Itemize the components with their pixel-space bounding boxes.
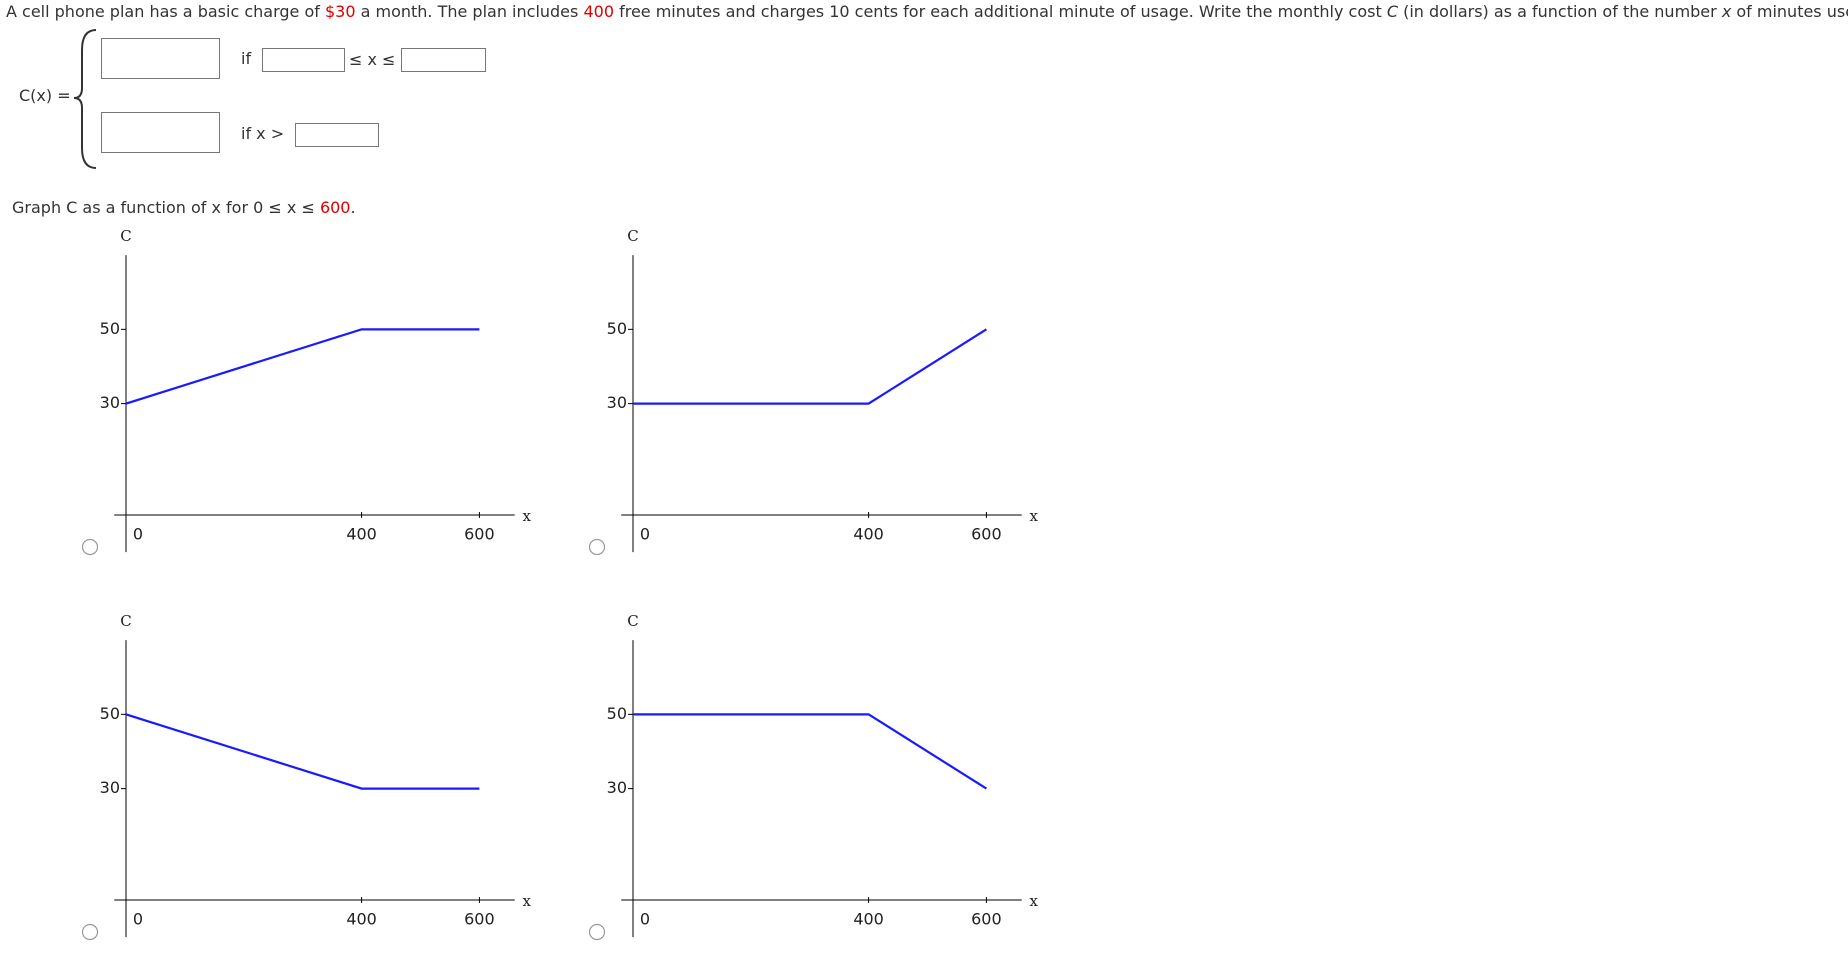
graph-line <box>125 328 480 405</box>
text-segment: Graph C as a function of x for 0 ≤ x ≤ <box>12 198 320 217</box>
y-tick-label: 30 <box>607 393 627 412</box>
x-axis-label: x <box>1030 507 1039 525</box>
y-tick-label: 30 <box>607 778 627 797</box>
text-segment: free minutes and charges 10 cents for ea… <box>614 2 1387 21</box>
y-tick-label: 50 <box>100 319 120 338</box>
lower-bound-input[interactable] <box>262 48 345 72</box>
x-axis-label: x <box>523 892 532 910</box>
condition-if: if <box>241 49 252 68</box>
upper-bound-input[interactable] <box>401 48 486 72</box>
graph-line <box>633 328 987 405</box>
option-radio[interactable] <box>588 923 606 941</box>
threshold-input[interactable] <box>295 123 379 147</box>
instruction: Graph C as a function of x for 0 ≤ x ≤ 6… <box>12 198 356 217</box>
y-axis-label: C <box>120 612 131 630</box>
text-segment: x <box>1721 2 1732 21</box>
option-radio[interactable] <box>588 538 606 556</box>
option-radio[interactable] <box>81 538 99 556</box>
x-tick-label: 600 <box>971 910 1002 929</box>
x-tick-label: 400 <box>853 525 884 544</box>
x-tick-label: 600 <box>971 525 1002 544</box>
option-radio[interactable] <box>81 923 99 941</box>
function-lhs: C(x) = <box>19 86 71 105</box>
x-tick-label: 0 <box>133 525 143 544</box>
text-segment: (in dollars) as a function of the number <box>1397 2 1722 21</box>
condition-between: ≤ x ≤ <box>349 50 396 69</box>
text-segment: $30 <box>324 2 356 21</box>
question: A cell phone plan has a basic charge of … <box>6 2 1848 21</box>
x-tick-label: 0 <box>133 910 143 929</box>
y-axis-label: C <box>627 227 638 245</box>
formula-input-2[interactable] <box>101 112 220 153</box>
graph-line <box>125 713 480 790</box>
text-segment: of minutes used. <box>1736 2 1848 21</box>
condition-greater: if x > <box>241 124 285 143</box>
text-segment: . <box>350 198 356 217</box>
x-tick-label: 400 <box>853 910 884 929</box>
text-segment: a month. The plan includes <box>355 2 584 21</box>
y-axis-label: C <box>627 612 638 630</box>
y-tick-label: 30 <box>100 778 120 797</box>
x-tick-label: 400 <box>346 525 377 544</box>
brace <box>73 29 97 169</box>
y-tick-label: 50 <box>607 704 627 723</box>
text-segment: A cell phone plan has a basic charge of <box>6 2 325 21</box>
x-tick-label: 0 <box>640 525 650 544</box>
y-tick-label: 50 <box>607 319 627 338</box>
y-tick-label: 30 <box>100 393 120 412</box>
x-axis-label: x <box>523 507 532 525</box>
x-tick-label: 400 <box>346 910 377 929</box>
graph-line <box>633 713 987 790</box>
formula-input-1[interactable] <box>101 38 220 79</box>
text-segment: 400 <box>583 2 614 21</box>
x-axis-label: x <box>1030 892 1039 910</box>
text-segment: 600 <box>319 198 351 217</box>
x-tick-label: 0 <box>640 910 650 929</box>
text-segment: C <box>1386 2 1398 21</box>
y-axis-label: C <box>120 227 131 245</box>
x-tick-label: 600 <box>464 910 495 929</box>
y-tick-label: 50 <box>100 704 120 723</box>
x-tick-label: 600 <box>464 525 495 544</box>
